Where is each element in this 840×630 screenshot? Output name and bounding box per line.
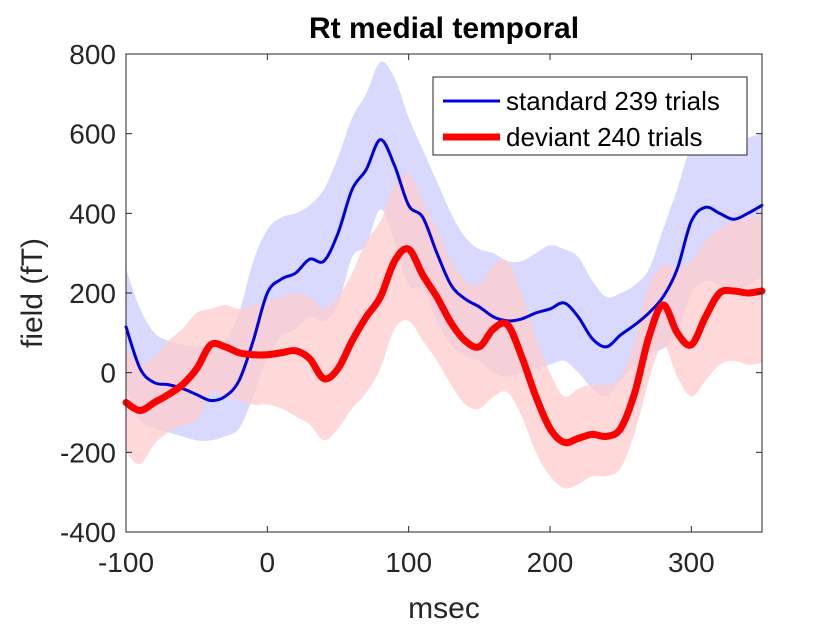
x-tick-label: 0	[260, 547, 276, 578]
y-tick-label: 600	[69, 119, 116, 150]
x-tick-label: 200	[527, 547, 574, 578]
y-tick-label: -200	[60, 437, 116, 468]
y-tick-label: 800	[69, 39, 116, 70]
x-tick-label: 100	[385, 547, 432, 578]
x-tick-label: 300	[668, 547, 715, 578]
line-series-2	[122, 245, 766, 447]
y-tick-label: -400	[60, 517, 116, 548]
chart-title: Rt medial temporal	[309, 12, 579, 45]
legend: standard 239 trials deviant 240 trials	[432, 76, 748, 156]
x-axis-label: msec	[408, 592, 480, 625]
y-tick-label: 400	[69, 198, 116, 229]
y-axis-ticks: -400 -200 0 200 400 600 800	[60, 39, 762, 548]
x-axis-ticks: -100 0 100 200 300	[98, 54, 715, 578]
y-axis-label: field (fT)	[16, 238, 49, 348]
legend-label-series-2: deviant 240 trials	[506, 122, 703, 152]
line-series-1	[124, 138, 764, 403]
y-tick-label: 0	[100, 358, 116, 389]
y-tick-label: 200	[69, 278, 116, 309]
legend-label-series-1: standard 239 trials	[506, 86, 720, 116]
legend-box	[432, 76, 748, 156]
x-tick-label: -100	[98, 547, 154, 578]
band-series-2	[126, 172, 762, 489]
series-lines	[122, 138, 766, 447]
